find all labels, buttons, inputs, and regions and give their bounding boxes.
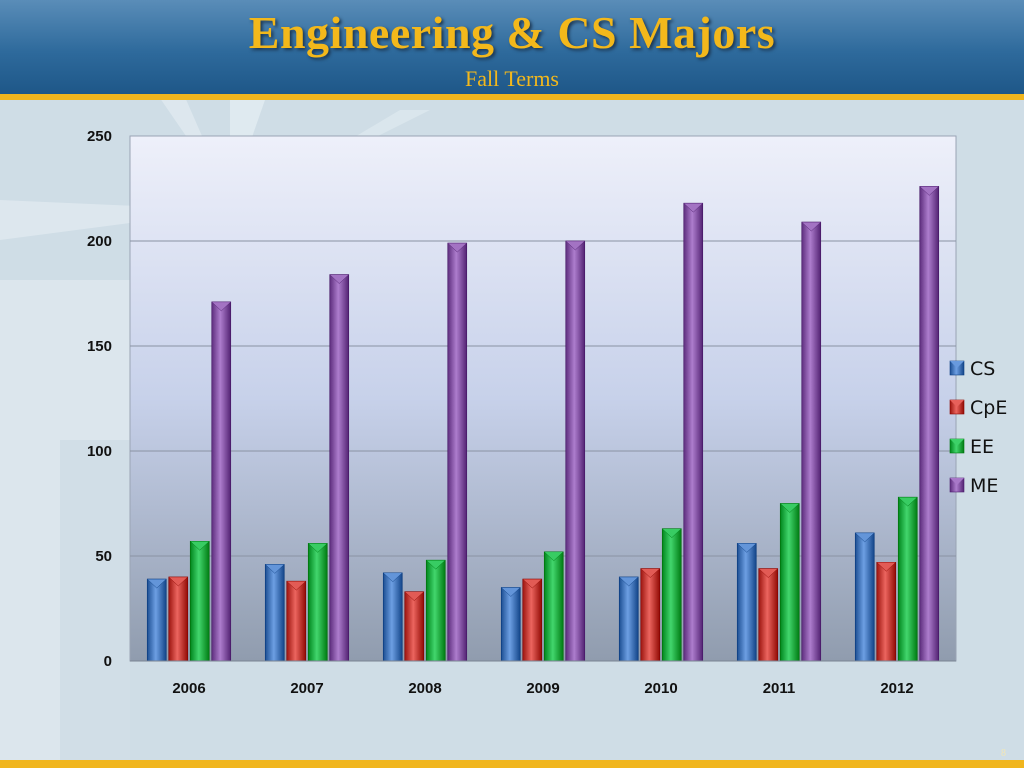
x-tick-label: 2007 bbox=[290, 680, 323, 697]
bar-me-2010 bbox=[683, 202, 704, 662]
bar-ee-2011 bbox=[779, 503, 800, 662]
bar-cs-2012 bbox=[854, 532, 875, 662]
bar-ee-2012 bbox=[897, 496, 918, 662]
bar-ee-2007 bbox=[307, 543, 328, 662]
x-tick-label: 2012 bbox=[880, 680, 913, 697]
y-tick-label: 200 bbox=[87, 233, 112, 250]
bar-me-2006 bbox=[211, 301, 232, 662]
legend-item-cpe: CpE bbox=[949, 397, 1007, 419]
page-number: 8 bbox=[1001, 748, 1006, 759]
bar-me-2011 bbox=[801, 221, 822, 662]
bar-me-2007 bbox=[329, 274, 350, 662]
legend-label: CpE bbox=[970, 397, 1007, 419]
legend-item-cs: CS bbox=[949, 358, 995, 380]
bar-me-2008 bbox=[447, 242, 468, 662]
legend-item-ee: EE bbox=[949, 436, 994, 458]
bar-cs-2010 bbox=[618, 576, 639, 662]
slide-title: Engineering & CS Majors bbox=[248, 7, 776, 58]
bar-ee-2006 bbox=[189, 540, 210, 662]
bar-cs-2011 bbox=[736, 543, 757, 662]
plot-area bbox=[129, 135, 957, 662]
x-tick-label: 2008 bbox=[408, 680, 441, 697]
legend-item-me: ME bbox=[949, 475, 998, 497]
y-tick-label: 250 bbox=[87, 128, 112, 145]
bar-cpe-2008 bbox=[404, 591, 425, 662]
y-tick-label: 100 bbox=[87, 443, 112, 460]
slide-header: Engineering & CS Majors Fall Terms bbox=[0, 0, 1024, 100]
bar-cpe-2007 bbox=[286, 580, 307, 662]
bar-me-2012 bbox=[919, 186, 940, 662]
bar-cs-2006 bbox=[146, 578, 167, 662]
bar-ee-2008 bbox=[425, 559, 446, 662]
bar-cpe-2006 bbox=[168, 576, 189, 662]
bar-cpe-2012 bbox=[876, 561, 897, 662]
bar-cpe-2011 bbox=[758, 568, 779, 662]
legend-label: ME bbox=[970, 475, 998, 497]
x-tick-label: 2009 bbox=[526, 680, 559, 697]
bar-ee-2010 bbox=[661, 528, 682, 662]
legend-label: CS bbox=[970, 358, 995, 380]
x-tick-label: 2011 bbox=[763, 680, 796, 697]
legend-label: EE bbox=[970, 436, 994, 458]
bar-cs-2009 bbox=[500, 587, 521, 662]
y-tick-label: 0 bbox=[104, 653, 112, 670]
y-tick-label: 50 bbox=[95, 548, 112, 565]
bar-cs-2008 bbox=[382, 572, 403, 662]
bar-cpe-2010 bbox=[640, 568, 661, 662]
bar-ee-2009 bbox=[543, 551, 564, 662]
x-tick-label: 2010 bbox=[644, 680, 677, 697]
bar-cpe-2009 bbox=[522, 578, 543, 662]
bar-me-2009 bbox=[565, 240, 586, 662]
y-tick-label: 150 bbox=[87, 338, 112, 355]
slide-subtitle: Fall Terms bbox=[465, 66, 559, 91]
bar-cs-2007 bbox=[264, 564, 285, 662]
slide-footer-bar bbox=[0, 760, 1024, 768]
x-tick-label: 2006 bbox=[172, 680, 205, 697]
